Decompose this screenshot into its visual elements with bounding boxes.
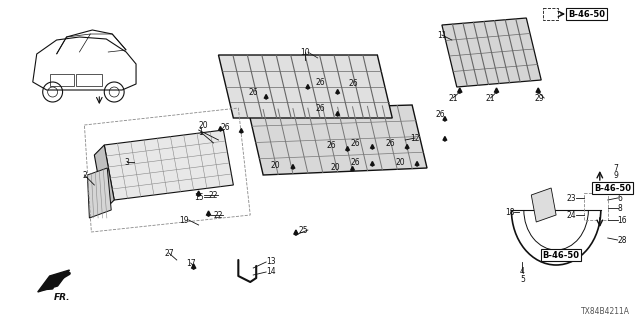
Text: 26: 26 xyxy=(386,139,396,148)
Text: 15: 15 xyxy=(194,193,204,202)
Polygon shape xyxy=(495,88,499,93)
Text: 24: 24 xyxy=(566,211,576,220)
Text: 26: 26 xyxy=(351,157,360,166)
Text: 4: 4 xyxy=(520,268,525,276)
Polygon shape xyxy=(351,166,355,171)
Text: 20: 20 xyxy=(331,163,340,172)
Text: 26: 26 xyxy=(351,139,360,148)
Text: 20: 20 xyxy=(396,157,405,166)
Text: 7: 7 xyxy=(613,164,618,172)
Text: 22: 22 xyxy=(214,211,223,220)
Polygon shape xyxy=(531,188,556,222)
Text: 6: 6 xyxy=(618,194,623,203)
Text: B-46-50: B-46-50 xyxy=(543,251,580,260)
Polygon shape xyxy=(207,211,211,216)
Text: 2: 2 xyxy=(82,171,87,180)
Polygon shape xyxy=(442,18,541,87)
Polygon shape xyxy=(536,88,540,93)
Text: B-46-50: B-46-50 xyxy=(594,183,631,193)
Polygon shape xyxy=(219,126,222,131)
Polygon shape xyxy=(38,270,70,292)
Polygon shape xyxy=(291,164,294,169)
Polygon shape xyxy=(104,130,234,200)
Polygon shape xyxy=(94,145,114,210)
Text: 26: 26 xyxy=(435,109,445,118)
Polygon shape xyxy=(415,162,419,166)
Polygon shape xyxy=(405,145,409,149)
Polygon shape xyxy=(371,162,374,166)
Polygon shape xyxy=(239,129,243,133)
Text: 26: 26 xyxy=(349,78,358,87)
Text: 14: 14 xyxy=(266,268,276,276)
Text: 1: 1 xyxy=(198,127,203,137)
Polygon shape xyxy=(294,230,298,235)
Text: 26: 26 xyxy=(315,77,324,86)
Text: 13: 13 xyxy=(266,258,276,267)
Polygon shape xyxy=(196,191,200,196)
Text: 26: 26 xyxy=(315,103,324,113)
Polygon shape xyxy=(306,84,310,89)
Text: 22: 22 xyxy=(209,190,218,199)
Text: 21: 21 xyxy=(486,93,495,102)
Text: 27: 27 xyxy=(164,249,173,258)
Polygon shape xyxy=(443,116,447,121)
Text: 23: 23 xyxy=(566,194,576,203)
Text: 28: 28 xyxy=(618,236,627,244)
Polygon shape xyxy=(458,88,462,93)
Text: 16: 16 xyxy=(618,215,627,225)
Text: 12: 12 xyxy=(410,133,420,142)
Polygon shape xyxy=(346,147,349,151)
Text: 3: 3 xyxy=(125,157,129,166)
Text: 20: 20 xyxy=(271,161,280,170)
Polygon shape xyxy=(191,264,196,269)
Polygon shape xyxy=(443,137,447,141)
Polygon shape xyxy=(336,90,339,94)
Polygon shape xyxy=(371,145,374,149)
Text: 8: 8 xyxy=(618,204,623,212)
Text: 19: 19 xyxy=(179,215,189,225)
Polygon shape xyxy=(218,55,392,118)
Text: B-46-50: B-46-50 xyxy=(568,10,605,19)
Text: 21: 21 xyxy=(448,93,458,102)
Text: 29: 29 xyxy=(534,93,544,102)
Text: 9: 9 xyxy=(613,171,618,180)
Text: 26: 26 xyxy=(221,123,230,132)
Polygon shape xyxy=(336,111,339,116)
Text: 11: 11 xyxy=(437,30,447,39)
Text: 18: 18 xyxy=(505,207,515,217)
Text: 25: 25 xyxy=(298,226,308,235)
Text: TX84B4211A: TX84B4211A xyxy=(581,308,630,316)
Text: FR.: FR. xyxy=(53,293,70,302)
Text: 17: 17 xyxy=(186,259,195,268)
Polygon shape xyxy=(264,94,268,99)
Text: 5: 5 xyxy=(520,276,525,284)
Text: 26: 26 xyxy=(326,140,335,149)
Polygon shape xyxy=(248,105,427,175)
Text: 26: 26 xyxy=(248,87,258,97)
Text: 20: 20 xyxy=(199,121,209,130)
Polygon shape xyxy=(88,168,111,218)
Text: 10: 10 xyxy=(300,47,310,57)
